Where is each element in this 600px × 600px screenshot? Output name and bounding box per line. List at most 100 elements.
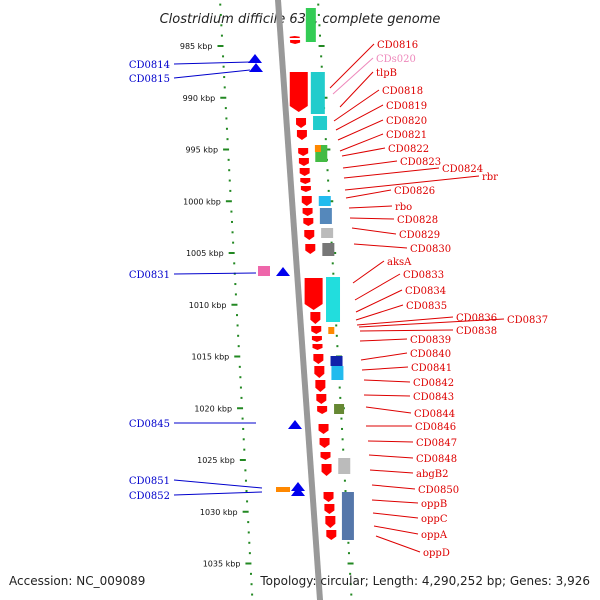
forward-leader-line	[356, 316, 454, 326]
kbp-axis-label: 995 kbp	[185, 146, 218, 155]
tick-dot-left	[231, 303, 238, 306]
forward-gene-arrow	[298, 148, 309, 156]
tick-dot-left	[241, 417, 244, 420]
gene-label-forward: CD0826	[394, 186, 435, 197]
protein-domain-block	[338, 458, 351, 474]
gene-label-forward: rbr	[482, 172, 498, 183]
tick-dot-left	[240, 396, 243, 399]
forward-leader-line	[335, 104, 384, 131]
backbone-bar	[275, 0, 323, 600]
forward-leader-line	[365, 406, 412, 414]
tick-dot-left	[242, 438, 245, 441]
gene-label-reverse: CD0851	[129, 476, 170, 487]
forward-leader-line	[363, 379, 411, 383]
gene-label-forward: CD0839	[410, 335, 451, 346]
gene-label-forward: CD0820	[386, 116, 427, 127]
gene-label-forward: CD0818	[382, 86, 423, 97]
forward-leader-line	[351, 227, 397, 235]
forward-gene-arrow	[304, 230, 315, 240]
gene-labels: CD0814 CD0815 CD0831 CD0845 CD0851 CD0852 CD08…	[129, 40, 548, 559]
tick-dot-left	[224, 107, 227, 110]
gene-label-forward: aksA	[387, 257, 412, 268]
forward-gene-arrow	[296, 130, 307, 140]
tick-dot-right	[347, 541, 350, 544]
forward-gene-arrow	[323, 492, 334, 502]
reverse-domain-block	[276, 487, 290, 492]
protein-domain-block	[305, 8, 316, 42]
gene-label-forward: CD0819	[386, 101, 427, 112]
gene-label-forward: CD0848	[416, 454, 457, 465]
tick-dot-left	[239, 459, 246, 461]
gene-label-forward: CDs020	[376, 54, 416, 65]
reverse-gene-arrow	[291, 482, 305, 491]
tick-dot-left	[228, 169, 231, 172]
forward-leader-line	[348, 205, 393, 209]
forward-gene-arrow	[326, 530, 337, 540]
forward-gene-arrow	[324, 504, 335, 514]
reverse-leader-line	[173, 491, 263, 496]
tick-dot-right	[341, 427, 344, 430]
forward-leader-line	[332, 57, 374, 95]
gene-label-forward: rbo	[395, 202, 412, 213]
gene-label-forward: tlpB	[376, 68, 397, 79]
tick-dot-right	[327, 179, 330, 182]
kbp-axis-label: 1035 kbp	[203, 560, 241, 569]
genome-backbone	[275, 0, 323, 600]
tick-dot-left	[237, 334, 240, 337]
tick-dot-left	[229, 189, 232, 192]
reverse-domain-block	[258, 266, 270, 276]
reverse-leader-line	[173, 69, 251, 79]
tick-dot-left	[247, 531, 250, 534]
tick-dot-right	[331, 262, 334, 265]
gene-label-forward: CD0836	[456, 313, 497, 324]
protein-domain-block	[313, 116, 328, 130]
forward-leader-line	[349, 217, 395, 220]
tick-dot-left	[220, 96, 227, 99]
tick-dot-left	[239, 386, 242, 389]
tick-dot-right	[320, 55, 323, 58]
forward-leader-line	[363, 394, 411, 397]
forward-gene-arrow	[311, 326, 322, 334]
protein-domain-block	[319, 208, 332, 224]
gene-label-forward: oppB	[421, 499, 447, 510]
genome-summary-text: Topology: circular; Length: 4,290,252 bp…	[259, 574, 590, 588]
tick-dot-right	[318, 34, 321, 37]
tick-dot-left	[230, 210, 233, 213]
forward-gene-arrow	[317, 406, 328, 414]
tick-dot-right	[335, 334, 338, 337]
gene-label-forward: CD0847	[416, 438, 457, 449]
tick-dot-right	[340, 417, 343, 420]
forward-leader-line	[339, 133, 384, 152]
reverse-gene-arrow	[276, 267, 290, 276]
tick-dot-left	[220, 24, 223, 27]
reverse-gene-arrow	[248, 54, 262, 63]
tick-dot-left	[236, 324, 239, 327]
tick-dot-left	[232, 241, 235, 244]
protein-domain-block	[314, 145, 321, 152]
gene-label-forward: abgB2	[416, 469, 448, 480]
tick-dot-left	[244, 479, 247, 482]
tick-dot-left	[250, 583, 253, 586]
forward-leader-line	[371, 484, 416, 490]
tick-dot-left	[236, 314, 239, 317]
feature-blocks	[248, 8, 354, 540]
tick-dot-right	[343, 479, 346, 482]
tick-dot-left	[243, 448, 246, 451]
forward-gene-arrow	[300, 178, 311, 184]
protein-domain-block	[318, 196, 331, 206]
tick-dot-left	[247, 521, 250, 524]
tick-dot-right	[317, 13, 320, 16]
forward-gene-arrow	[302, 208, 313, 216]
forward-gene-arrow	[315, 380, 326, 392]
tick-dot-left	[226, 138, 229, 141]
tick-dot-right	[317, 3, 320, 6]
forward-leader-line	[359, 338, 408, 342]
gene-label-forward: CD0838	[456, 326, 497, 337]
reverse-gene-arrow	[291, 487, 305, 496]
gene-label-forward: CD0830	[410, 244, 451, 255]
forward-gene-arrow	[319, 438, 330, 448]
tick-dot-left	[228, 252, 235, 254]
tick-dot-left	[249, 572, 252, 575]
gene-label-forward: CD0835	[406, 301, 447, 312]
tick-dot-left	[223, 76, 226, 79]
